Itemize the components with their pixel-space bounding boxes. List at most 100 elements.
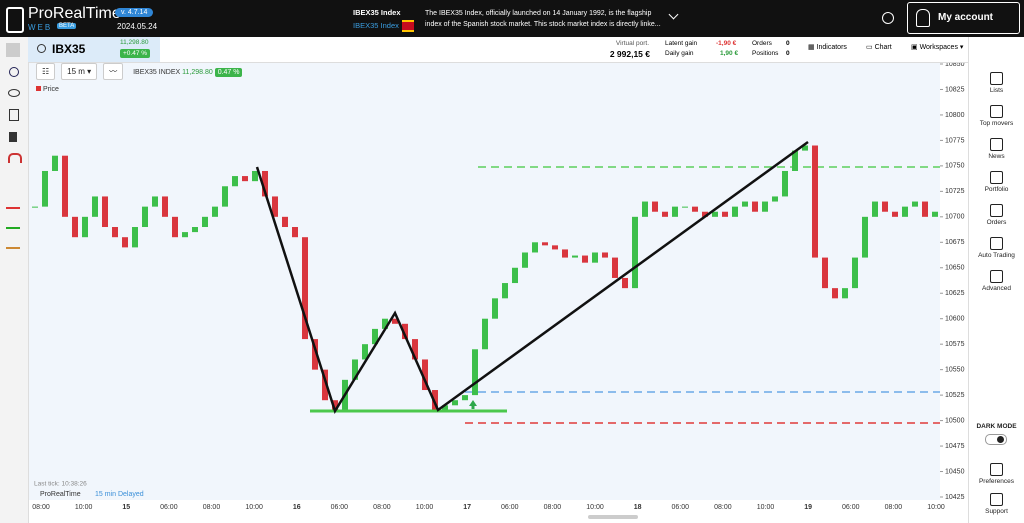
y-tick-label: 10525 xyxy=(945,392,965,399)
y-tick-label: 10800 xyxy=(945,112,965,119)
sidebar-item[interactable]: Orders xyxy=(969,204,1024,226)
latent-gain: -1,90 € xyxy=(716,40,737,47)
workspaces-button[interactable]: ▣ Workspaces ▾ xyxy=(911,44,964,51)
y-axis-bg xyxy=(940,62,969,523)
candle xyxy=(382,318,388,329)
dark-mode-toggle[interactable] xyxy=(985,434,1007,445)
draw-tool[interactable] xyxy=(6,217,20,229)
candle xyxy=(592,252,598,263)
daily-gain-label: Daily gain xyxy=(665,50,694,57)
y-tick-label: 10425 xyxy=(945,494,965,501)
chart-toolbar: ☷ 15 m ▾ 〰 IBEX35 INDEX 11,298.80 0.47 % xyxy=(36,63,243,80)
candle xyxy=(322,369,328,401)
candle xyxy=(132,227,138,248)
x-tick-label: 08:00 xyxy=(203,504,221,511)
sidebar-item[interactable]: Top movers xyxy=(969,105,1024,127)
candle xyxy=(652,201,658,212)
expand-chevron[interactable] xyxy=(668,9,679,20)
candle xyxy=(82,216,88,238)
y-tick-label: 10650 xyxy=(945,265,965,272)
sidebar-item[interactable]: Auto Trading xyxy=(969,237,1024,259)
y-tick-label: 10700 xyxy=(945,214,965,221)
sidebar-icon xyxy=(990,204,1003,217)
y-tick-label: 10475 xyxy=(945,443,965,450)
y-tick-label: 10550 xyxy=(945,366,965,373)
dark-mode-label: DARK MODE xyxy=(976,423,1017,430)
globe-icon[interactable] xyxy=(882,12,894,24)
ticker-panel[interactable]: IBX35 11,298.80 +0.47 % xyxy=(28,37,160,62)
sidebar-icon xyxy=(990,72,1003,85)
x-tick-label: 08:00 xyxy=(32,504,50,511)
chart-button[interactable]: ▭ Chart xyxy=(866,44,892,51)
sidebar-item[interactable]: Advanced xyxy=(969,270,1024,292)
arrow-icon xyxy=(469,400,477,409)
candle xyxy=(72,216,78,238)
virtual-port-label: Virtual port. xyxy=(615,40,649,47)
candle xyxy=(152,196,158,207)
x-tick-label: 10:00 xyxy=(927,504,945,511)
delete-tool[interactable] xyxy=(9,132,17,142)
scrollbar[interactable] xyxy=(588,515,638,519)
x-tick-label: 06:00 xyxy=(331,504,349,511)
sidebar-label: Support xyxy=(985,508,1008,515)
chart-type-button[interactable]: 〰 xyxy=(103,63,124,80)
candle xyxy=(922,201,928,217)
candle xyxy=(802,145,808,151)
cursor-tool[interactable] xyxy=(6,43,20,57)
sidebar-icon xyxy=(990,237,1003,250)
sidebar-item[interactable]: Portfolio xyxy=(969,171,1024,193)
draw-tool[interactable] xyxy=(6,197,20,209)
logo-icon xyxy=(6,7,24,33)
sidebar-item[interactable]: News xyxy=(969,138,1024,160)
candle xyxy=(582,255,588,263)
candle xyxy=(822,257,828,289)
candle xyxy=(832,288,838,299)
candle xyxy=(862,216,868,258)
sidebar-icon xyxy=(990,138,1003,151)
candle xyxy=(202,216,208,228)
sidebar-item[interactable]: Lists xyxy=(969,72,1024,94)
settings-button[interactable]: ☷ xyxy=(36,63,56,80)
x-axis-bg xyxy=(28,500,940,523)
candle xyxy=(932,211,938,217)
candle xyxy=(32,206,38,208)
right-sidebar xyxy=(968,37,1024,523)
symbol: IBX35 xyxy=(52,42,86,56)
sidebar-item[interactable]: Preferences xyxy=(969,463,1024,485)
draw-tool[interactable] xyxy=(6,237,20,249)
magnet-tool[interactable] xyxy=(8,153,22,163)
account-button[interactable]: My account xyxy=(907,2,1020,34)
candle xyxy=(292,227,298,238)
x-tick-label: 10:00 xyxy=(586,504,604,511)
positions: 0 xyxy=(786,50,790,57)
x-tick-label: 06:00 xyxy=(842,504,860,511)
candle xyxy=(772,196,778,202)
candle xyxy=(452,400,458,406)
sidebar-item[interactable]: Support xyxy=(969,493,1024,515)
candle xyxy=(692,206,698,212)
timeframe[interactable]: 15 m ▾ xyxy=(61,63,98,80)
y-tick-label: 10850 xyxy=(945,61,965,68)
top-bar: ProRealTime WEB BETA v. 4.7.14 2024.05.2… xyxy=(0,0,1024,37)
button-label: Chart xyxy=(874,44,892,51)
x-tick-label: 18 xyxy=(634,504,642,511)
sidebar-label: Lists xyxy=(989,87,1004,94)
candle xyxy=(812,145,818,258)
indicators-button[interactable]: ▦ Indicators xyxy=(808,44,847,51)
candle xyxy=(162,196,168,217)
copy-tool[interactable] xyxy=(9,109,19,121)
candle xyxy=(312,339,318,370)
sidebar-icon xyxy=(990,270,1003,283)
brand-sub: WEB xyxy=(28,23,53,32)
candle xyxy=(242,176,248,182)
latent-gain-label: Latent gain xyxy=(665,40,698,47)
left-toolbar xyxy=(0,37,29,523)
index-label: IBEX35 INDEX xyxy=(133,69,181,76)
version: v. 4.7.14 xyxy=(115,8,154,17)
eye-tool[interactable] xyxy=(8,89,20,97)
zoom-tool[interactable] xyxy=(9,67,19,77)
candle xyxy=(912,201,918,207)
legend-label: Price xyxy=(42,86,59,93)
candle xyxy=(722,211,728,217)
